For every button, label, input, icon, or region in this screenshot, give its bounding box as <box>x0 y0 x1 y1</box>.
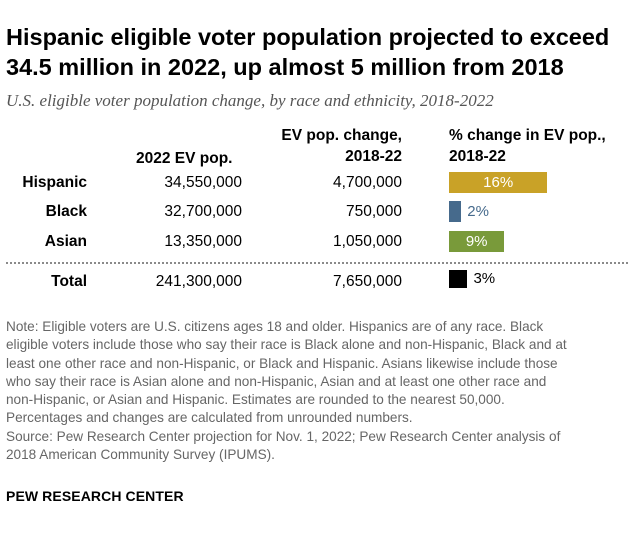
row-label-asian: Asian <box>44 233 87 250</box>
header-pct-change: % change in EV pop., 2018-22 <box>449 125 629 167</box>
note-line: non-Hispanic, or Asian and Hispanic. Est… <box>6 392 505 408</box>
row-label-black: Black <box>45 203 87 220</box>
note-text: Note: Eligible voters are U.S. citizens … <box>6 318 638 464</box>
header-pct-change-line-2: 2018-22 <box>449 148 506 165</box>
pct-bar-black <box>449 201 462 222</box>
note-line: who say their race is Asian alone and no… <box>6 373 547 389</box>
change-value-black: 750,000 <box>345 203 402 220</box>
note-line: Note: Eligible voters are U.S. citizens … <box>6 319 544 334</box>
pop-value-total: 241,300,000 <box>155 273 242 290</box>
total-divider <box>6 262 628 264</box>
pct-bar-total <box>449 270 468 288</box>
header-pct-change-line-1: % change in EV pop., <box>449 127 606 144</box>
source-line: Source: Pew Research Center projection f… <box>6 428 561 444</box>
title-line-2: 34.5 million in 2022, up almost 5 millio… <box>6 54 564 80</box>
chart-title: Hispanic eligible voter population proje… <box>6 22 636 82</box>
header-pop-change-line-1: EV pop. change, <box>281 127 402 144</box>
pct-label-hispanic: 16% <box>483 174 514 191</box>
note-line: eligible voters include those who say th… <box>6 337 567 353</box>
pct-label-total: 3% <box>473 270 496 287</box>
note-line: Percentages and changes are calculated f… <box>6 410 413 426</box>
note-line: least one other race and non-Hispanic, o… <box>6 355 558 371</box>
pct-label-asian: 9% <box>465 233 488 250</box>
pop-value-black: 32,700,000 <box>164 203 242 220</box>
pct-bar-hispanic <box>449 172 548 193</box>
change-value-total: 7,650,000 <box>333 273 402 290</box>
row-label-hispanic: Hispanic <box>22 174 87 191</box>
title-line-1: Hispanic eligible voter population proje… <box>6 24 610 50</box>
header-pop-change: EV pop. change, 2018-22 <box>262 125 402 167</box>
header-pop-change-line-2: 2018-22 <box>345 148 402 165</box>
change-value-asian: 1,050,000 <box>333 233 402 250</box>
pop-value-asian: 13,350,000 <box>164 233 242 250</box>
pew-research-center-brand: PEW RESEARCH CENTER <box>6 488 184 504</box>
pop-value-hispanic: 34,550,000 <box>164 174 242 191</box>
change-value-hispanic: 4,700,000 <box>333 174 402 191</box>
pct-label-black: 2% <box>467 203 489 220</box>
header-2022-pop: 2022 EV pop. <box>136 150 233 167</box>
source-line: 2018 American Community Survey (IPUMS). <box>6 447 275 463</box>
row-label-total: Total <box>51 273 87 290</box>
chart-subtitle: U.S. eligible voter population change, b… <box>6 91 494 110</box>
pct-bar-asian <box>449 231 505 252</box>
